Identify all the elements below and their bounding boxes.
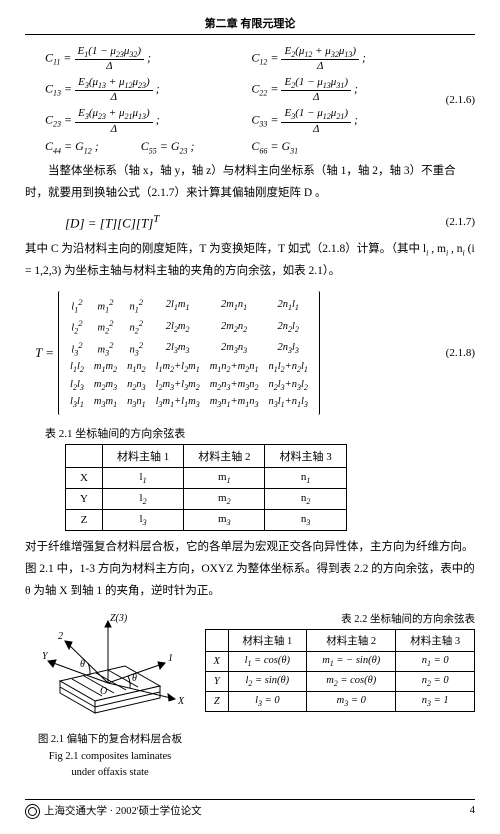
university-logo-icon xyxy=(25,804,40,819)
fig21-caption-cn: 图 2.1 偏轴下的复合材料层合板 xyxy=(25,733,195,748)
chapter-header: 第二章 有限元理论 xyxy=(25,15,475,35)
equation-217: [D] = [T][C][T]T (2.1.7) xyxy=(25,213,475,231)
axis-x-label: X xyxy=(177,696,185,707)
paragraph-1: 当整体坐标系（轴 x，轴 y，轴 z）与材料主向坐标系（轴 1，轴 2，轴 3）… xyxy=(25,161,475,205)
axis-y-label: Y xyxy=(42,651,49,662)
axis-z-label: Z(3) xyxy=(110,613,128,624)
table21-title: 表 2.1 坐标轴间的方向余弦表 xyxy=(45,425,475,441)
paragraph-2: 其中 C 为沿材料主向的刚度矩阵，T 为变换矩阵，T 如式（2.1.8）计算。（… xyxy=(25,239,475,283)
page-footer: 上海交通大学 · 2002'硕士学位论文 4 xyxy=(25,799,475,819)
axis-2-label: 2 xyxy=(58,631,63,642)
equation-cell: C66 = G31 xyxy=(251,139,437,155)
equation-cell: C23 = E3(μ23 + μ21μ13)Δ ; xyxy=(45,107,231,134)
theta-label-1: θ xyxy=(132,673,137,684)
page-number: 4 xyxy=(470,805,475,816)
equation-cell: C11 = E1(1 − μ23μ32)Δ ; xyxy=(45,45,231,72)
axis-1-label: 1 xyxy=(168,653,173,664)
theta-label-2: θ xyxy=(80,659,85,670)
table22-title: 表 2.2 坐标轴间的方向余弦表 xyxy=(205,611,475,626)
equation-cell: C13 = E3(μ13 + μ12μ23)Δ ; xyxy=(45,76,231,103)
equation-block-216: C11 = E1(1 − μ23μ32)Δ ; C12 = E2(μ12 + μ3… xyxy=(25,45,475,155)
eq-number-218: (2.1.8) xyxy=(431,347,475,359)
table-21: 材料主轴 1材料主轴 2材料主轴 3Xl1m1n1Yl2m2n2Zl3m3n3 xyxy=(65,444,347,532)
footer-text: 上海交通大学 · 2002'硕士学位论文 xyxy=(44,806,202,817)
origin-label: O xyxy=(100,686,107,697)
eq-number-217: (2.1.7) xyxy=(438,216,475,228)
fig21-caption-en2: under offaxis state xyxy=(25,766,195,781)
equation-cell: C22 = E2(1 − μ13μ31)Δ ; xyxy=(251,76,437,103)
matrix-218: T = l12m12n122l1m12m1n12n1l1l22m22n222l2… xyxy=(35,291,475,415)
figure-21: Z(3) Y X 1 2 θ θ O 图 2.1 偏轴下的复合材料层合板 Fig… xyxy=(25,611,195,781)
eq-number-216: (2.1.6) xyxy=(438,94,475,106)
matrix-label: T = xyxy=(35,345,54,361)
table-22: 材料主轴 1材料主轴 2材料主轴 3Xl1 = cos(θ)m1 = − sin… xyxy=(205,629,475,712)
equation-cell: C44 = G12 ; C55 = G23 ; xyxy=(45,139,231,155)
paragraph-3: 对于纤维增强复合材料层合板，它的各单层为宏观正交各向异性体，主方向为纤维方向。图… xyxy=(25,537,475,603)
equation-cell: C33 = E3(1 − μ12μ21)Δ ; xyxy=(251,107,437,134)
fig21-caption-en1: Fig 2.1 composites laminates xyxy=(25,750,195,765)
equation-cell: C12 = E2(μ12 + μ32μ13)Δ ; xyxy=(251,45,437,72)
